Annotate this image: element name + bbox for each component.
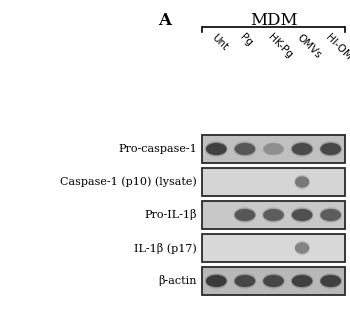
Ellipse shape (321, 144, 340, 154)
Text: OMVs: OMVs (295, 32, 323, 60)
Ellipse shape (234, 208, 256, 222)
Ellipse shape (234, 142, 256, 156)
Ellipse shape (321, 276, 340, 286)
Ellipse shape (293, 210, 312, 220)
Bar (202, 135, 345, 163)
Ellipse shape (292, 208, 313, 222)
Text: Pg: Pg (238, 32, 254, 48)
Ellipse shape (295, 175, 309, 188)
Ellipse shape (263, 274, 284, 288)
Ellipse shape (264, 210, 283, 220)
Ellipse shape (263, 142, 284, 156)
Ellipse shape (292, 142, 313, 156)
Ellipse shape (321, 210, 340, 220)
Text: Pro-caspase-1: Pro-caspase-1 (118, 144, 197, 154)
Text: Unt: Unt (209, 32, 229, 52)
Ellipse shape (264, 144, 283, 154)
Text: HK-Pg: HK-Pg (266, 32, 295, 60)
Ellipse shape (206, 142, 227, 156)
Ellipse shape (235, 276, 254, 286)
Ellipse shape (206, 276, 226, 286)
Text: MDM: MDM (250, 12, 297, 29)
Text: Pro-IL-1β: Pro-IL-1β (145, 210, 197, 220)
Text: HI-OMVs: HI-OMVs (324, 32, 350, 70)
Bar (202, 234, 345, 262)
Text: IL-1β (p17): IL-1β (p17) (134, 243, 197, 253)
Ellipse shape (296, 243, 309, 253)
Ellipse shape (295, 242, 309, 254)
Ellipse shape (293, 276, 312, 286)
Text: Caspase-1 (p10) (lysate): Caspase-1 (p10) (lysate) (60, 177, 197, 187)
Ellipse shape (235, 144, 254, 154)
Ellipse shape (320, 142, 341, 156)
Ellipse shape (234, 274, 256, 288)
Ellipse shape (293, 144, 312, 154)
Ellipse shape (296, 177, 309, 187)
Ellipse shape (206, 274, 227, 288)
Bar (202, 168, 345, 196)
Ellipse shape (263, 208, 284, 222)
Ellipse shape (206, 144, 226, 154)
Bar (202, 201, 345, 229)
Ellipse shape (235, 210, 254, 220)
Ellipse shape (320, 208, 341, 222)
Text: A: A (159, 12, 172, 29)
Ellipse shape (292, 274, 313, 288)
Text: β-actin: β-actin (159, 276, 197, 286)
Ellipse shape (320, 274, 341, 288)
Bar (202, 267, 345, 295)
Ellipse shape (264, 276, 283, 286)
